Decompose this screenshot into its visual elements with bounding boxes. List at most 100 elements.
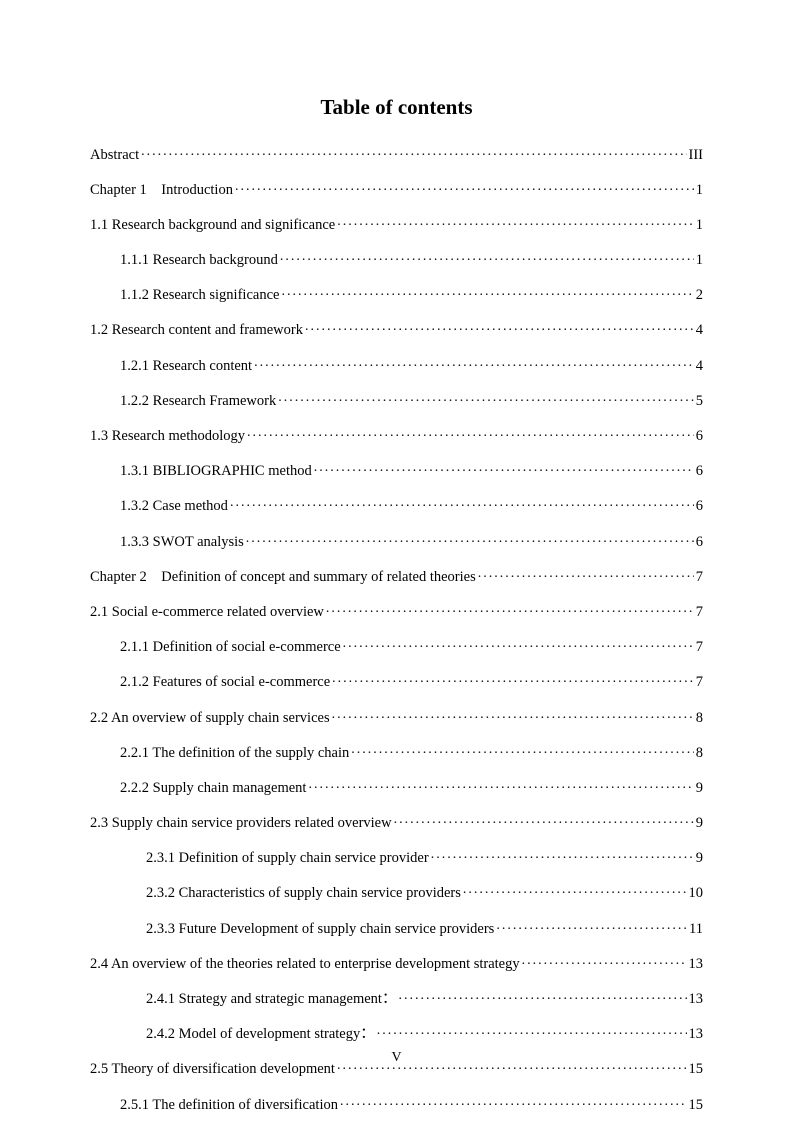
toc-leader-dots: [351, 742, 693, 757]
toc-entry: 2.1.1 Definition of social e-commerce 7: [90, 637, 703, 655]
toc-entry-label: 2.1 Social e-commerce related overview: [90, 605, 324, 620]
toc-entry-label: 1.3.1 BIBLIOGRAPHIC method: [120, 464, 312, 479]
toc-entry-label: 2.4.2 Model of development strategy：: [146, 1027, 375, 1042]
toc-entry: 1.2 Research content and framework4: [90, 320, 703, 338]
toc-entry: Chapter 1 Introduction1: [90, 179, 703, 197]
toc-leader-dots: [340, 1094, 687, 1109]
toc-entry-page: 9: [696, 816, 703, 831]
toc-entry-page: 7: [696, 640, 703, 655]
toc-entry: Abstract III: [90, 144, 703, 162]
toc-entry-label: 1.2.2 Research Framework: [120, 394, 276, 409]
toc-leader-dots: [377, 1024, 687, 1039]
toc-leader-dots: [230, 496, 694, 511]
toc-leader-dots: [246, 531, 694, 546]
toc-leader-dots: [496, 918, 687, 933]
toc-entry-label: Abstract: [90, 148, 139, 163]
toc-entry-label: 2.4 An overview of the theories related …: [90, 957, 520, 972]
page-number: V: [0, 1050, 793, 1066]
toc-leader-dots: [337, 214, 694, 229]
toc-entry: 2.4.1 Strategy and strategic management：…: [90, 989, 703, 1007]
toc-entry-label: 2.2.1 The definition of the supply chain: [120, 746, 349, 761]
toc-entry-label: Chapter 1 Introduction: [90, 183, 233, 198]
toc-leader-dots: [478, 566, 694, 581]
toc-entry-label: 1.3.2 Case method: [120, 499, 228, 514]
toc-entry-label: Chapter 2 Definition of concept and summ…: [90, 570, 476, 585]
toc-entry-label: 2.3 Supply chain service providers relat…: [90, 816, 392, 831]
toc-entry-label: 1.2.1 Research content: [120, 359, 252, 374]
toc-entry: Chapter 2 Definition of concept and summ…: [90, 566, 703, 584]
toc-leader-dots: [431, 848, 694, 863]
toc-leader-dots: [398, 989, 686, 1004]
toc-leader-dots: [332, 707, 694, 722]
toc-entry-page: 1: [696, 218, 703, 233]
toc-entry-label: 2.2.2 Supply chain management: [120, 781, 306, 796]
toc-leader-dots: [394, 813, 694, 828]
toc-entry-page: III: [689, 148, 704, 163]
toc-title: Table of contents: [90, 95, 703, 120]
toc-entry-page: 9: [696, 851, 703, 866]
toc-leader-dots: [278, 390, 694, 405]
toc-entry-page: 6: [696, 429, 703, 444]
toc-entry-page: 15: [689, 1098, 704, 1113]
toc-entry-page: 9: [696, 781, 703, 796]
toc-entry-page: 1: [696, 253, 703, 268]
toc-entry-label: 1.1 Research background and significance: [90, 218, 335, 233]
toc-entry: 1.3 Research methodology 6: [90, 426, 703, 444]
toc-entry-page: 7: [696, 605, 703, 620]
toc-entry-label: 2.4.1 Strategy and strategic management：: [146, 992, 396, 1007]
toc-entry-page: 6: [696, 535, 703, 550]
toc-leader-dots: [254, 355, 694, 370]
toc-entry: 1.1.2 Research significance 2: [90, 285, 703, 303]
toc-entry: 2.2.1 The definition of the supply chain…: [90, 742, 703, 760]
toc-entry: 1.2.2 Research Framework 5: [90, 390, 703, 408]
toc-entry: 1.3.2 Case method 6: [90, 496, 703, 514]
toc-entry-label: 2.3.1 Definition of supply chain service…: [146, 851, 429, 866]
toc-leader-dots: [280, 250, 694, 265]
toc-leader-dots: [463, 883, 687, 898]
toc-entry-label: 1.1.1 Research background: [120, 253, 278, 268]
toc-entry-page: 7: [696, 675, 703, 690]
toc-entry-page: 8: [696, 746, 703, 761]
toc-entry: 1.1 Research background and significance…: [90, 214, 703, 232]
toc-entry-label: 2.3.3 Future Development of supply chain…: [146, 922, 494, 937]
toc-entry: 2.4 An overview of the theories related …: [90, 953, 703, 971]
toc-leader-dots: [326, 601, 694, 616]
toc-entry-page: 13: [689, 1027, 704, 1042]
toc-entry: 2.5.1 The definition of diversification 1…: [90, 1094, 703, 1112]
document-page: Table of contents Abstract III Chapter 1 I…: [0, 0, 793, 1122]
toc-entry: 1.3.3 SWOT analysis6: [90, 531, 703, 549]
toc-entry-page: 4: [696, 359, 703, 374]
toc-entry: 2.3.3 Future Development of supply chain…: [90, 918, 703, 936]
toc-leader-dots: [247, 426, 694, 441]
toc-entry-page: 6: [696, 464, 703, 479]
toc-entry: 1.1.1 Research background 1: [90, 250, 703, 268]
toc-entry: 1.2.1 Research content 4: [90, 355, 703, 373]
toc-entry-label: 2.1.1 Definition of social e-commerce: [120, 640, 341, 655]
toc-leader-dots: [308, 777, 693, 792]
toc-entry-page: 5: [696, 394, 703, 409]
toc-entry-page: 11: [689, 922, 703, 937]
toc-entry: 2.3.2 Characteristics of supply chain se…: [90, 883, 703, 901]
toc-entry: 2.4.2 Model of development strategy： 13: [90, 1024, 703, 1042]
toc-entry: 2.3.1 Definition of supply chain service…: [90, 848, 703, 866]
toc-leader-dots: [235, 179, 694, 194]
toc-entry-label: 2.5.1 The definition of diversification: [120, 1098, 338, 1113]
toc-leader-dots: [343, 637, 694, 652]
toc-entry: 2.1 Social e-commerce related overview 7: [90, 601, 703, 619]
toc-entry: 2.2 An overview of supply chain services…: [90, 707, 703, 725]
toc-entry-label: 1.1.2 Research significance: [120, 288, 279, 303]
toc-entry-label: 2.2 An overview of supply chain services: [90, 711, 330, 726]
toc-leader-dots: [522, 953, 687, 968]
toc-entry-page: 4: [696, 323, 703, 338]
toc-entry-page: 6: [696, 499, 703, 514]
toc-entry-label: 1.3 Research methodology: [90, 429, 245, 444]
toc-entry-page: 2: [696, 288, 703, 303]
toc-leader-dots: [281, 285, 693, 300]
toc-leader-dots: [314, 461, 694, 476]
toc-leader-dots: [332, 672, 694, 687]
toc-entry-label: 2.1.2 Features of social e-commerce: [120, 675, 330, 690]
toc-list: AbstractIIIChapter 1 Introduction11.1 Re…: [90, 144, 703, 1112]
toc-entry-page: 7: [696, 570, 703, 585]
toc-leader-dots: [141, 144, 686, 159]
toc-entry: 2.3 Supply chain service providers relat…: [90, 813, 703, 831]
